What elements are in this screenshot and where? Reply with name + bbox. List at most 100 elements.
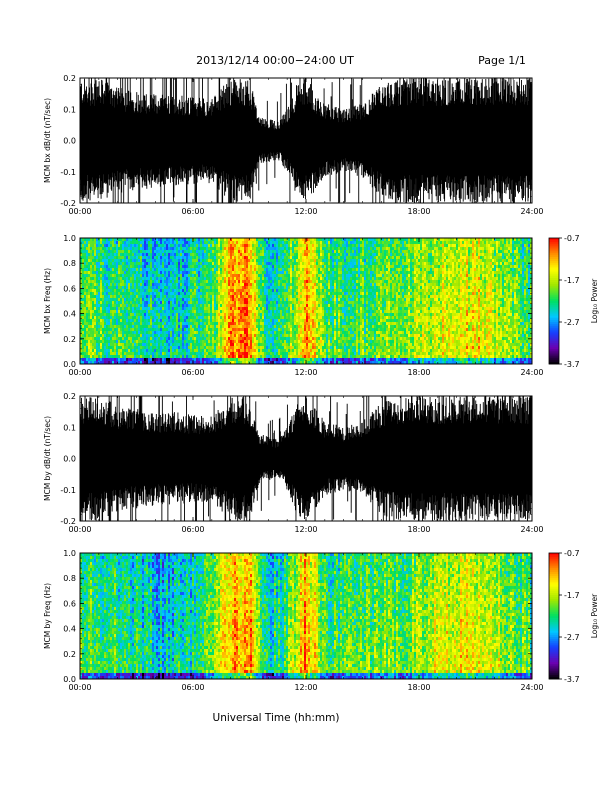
spectrogram-cell bbox=[110, 328, 113, 332]
spectrogram-cell bbox=[100, 265, 103, 269]
spectrogram-cell bbox=[142, 298, 145, 302]
spectrogram-cell bbox=[146, 262, 149, 266]
spectrogram-cell bbox=[86, 346, 89, 350]
spectrogram-cell bbox=[96, 271, 99, 275]
spectrogram-cell bbox=[110, 355, 113, 359]
spectrogram-cell bbox=[96, 352, 99, 356]
spectrogram-cell bbox=[104, 355, 107, 359]
spectrogram-cell bbox=[118, 313, 121, 317]
spectrogram-cell bbox=[86, 349, 89, 353]
spectrogram-cell bbox=[98, 322, 101, 326]
spectrogram-cell bbox=[102, 349, 105, 353]
spectrogram-cell bbox=[96, 253, 99, 257]
spectrogram-cell bbox=[140, 355, 143, 359]
spectrogram-cell bbox=[116, 343, 119, 347]
spectrogram-cell bbox=[92, 238, 95, 242]
spectrogram-cell bbox=[92, 301, 95, 305]
spectrogram-cell bbox=[118, 334, 121, 338]
spectrogram-cell bbox=[144, 343, 147, 347]
spectrogram-cell bbox=[118, 280, 121, 284]
spectrogram-cell bbox=[148, 259, 151, 263]
spectrogram-cell bbox=[144, 268, 147, 272]
spectrogram-cell bbox=[88, 298, 91, 302]
spectrogram-cell bbox=[124, 349, 127, 353]
spectrogram-cell bbox=[142, 328, 145, 332]
spectrogram-cell bbox=[128, 268, 131, 272]
spectrogram-cell bbox=[84, 301, 87, 305]
spectrogram-cell bbox=[116, 295, 119, 299]
spectrogram-cell bbox=[96, 238, 99, 242]
spectrogram-cell bbox=[112, 277, 115, 281]
spectrogram-cell bbox=[112, 340, 115, 344]
spectrogram-cell bbox=[142, 361, 145, 365]
spectrogram-cell bbox=[96, 247, 99, 251]
spectrogram-cell bbox=[126, 286, 129, 290]
spectrogram-cell bbox=[124, 271, 127, 275]
spectrogram-cell bbox=[92, 286, 95, 290]
spectrogram-cell bbox=[122, 340, 125, 344]
spectrogram-cell bbox=[120, 274, 123, 278]
spectrogram-cell bbox=[144, 346, 147, 350]
spectrogram-cell bbox=[124, 307, 127, 311]
spectrogram-cell bbox=[96, 322, 99, 326]
spectrogram-cell bbox=[86, 244, 89, 248]
spectrogram-cell bbox=[110, 244, 113, 248]
spectrogram-cell bbox=[136, 238, 139, 242]
spectrogram-cell bbox=[150, 247, 153, 251]
spectrogram-cell bbox=[80, 340, 83, 344]
spectrogram-cell bbox=[92, 262, 95, 266]
spectrogram-cell bbox=[124, 313, 127, 317]
spectrogram-cell bbox=[90, 361, 93, 365]
spectrogram-cell bbox=[126, 310, 129, 314]
spectrogram-cell bbox=[122, 328, 125, 332]
spectrogram-cell bbox=[126, 298, 129, 302]
spectrogram-cell bbox=[122, 331, 125, 335]
spectrogram-cell bbox=[144, 262, 147, 266]
spectrogram-cell bbox=[84, 259, 87, 263]
spectrogram-cell bbox=[110, 274, 113, 278]
spectrogram-cell bbox=[118, 337, 121, 341]
spectrogram-cell bbox=[82, 274, 85, 278]
spectrogram-cell bbox=[100, 325, 103, 329]
spectrogram-cell bbox=[94, 289, 97, 293]
spectrogram-cell bbox=[140, 262, 143, 266]
spectrogram-cell bbox=[138, 262, 141, 266]
spectrogram-cell bbox=[98, 271, 101, 275]
spectrogram-cell bbox=[90, 349, 93, 353]
spectrogram-cell bbox=[110, 346, 113, 350]
spectrogram-cell bbox=[98, 256, 101, 260]
spectrogram-cell bbox=[90, 343, 93, 347]
spectrogram-cell bbox=[102, 292, 105, 296]
spectrogram-cell bbox=[80, 244, 83, 248]
spectrogram-cell bbox=[116, 262, 119, 266]
spectrogram-cell bbox=[102, 310, 105, 314]
spectrogram-cell bbox=[148, 238, 151, 242]
spectrogram-cell bbox=[146, 316, 149, 320]
spectrogram-cell bbox=[106, 337, 109, 341]
spectrogram-cell bbox=[106, 262, 109, 266]
spectrogram-cell bbox=[124, 295, 127, 299]
spectrogram-cell bbox=[86, 301, 89, 305]
spectrogram-cell bbox=[116, 277, 119, 281]
spectrogram-cell bbox=[96, 307, 99, 311]
spectrogram-cell bbox=[118, 256, 121, 260]
spectrogram-cell bbox=[82, 253, 85, 257]
spectrogram-cell bbox=[114, 349, 117, 353]
spectrogram-cell bbox=[100, 352, 103, 356]
spectrogram-cell bbox=[146, 352, 149, 356]
spectrogram-cell bbox=[104, 268, 107, 272]
spectrogram-cell bbox=[120, 352, 123, 356]
spectrogram-cell bbox=[102, 262, 105, 266]
spectrogram-cell bbox=[112, 346, 115, 350]
spectrogram-cell bbox=[108, 319, 111, 323]
spectrogram-cell bbox=[122, 247, 125, 251]
spectrogram-cell bbox=[98, 346, 101, 350]
spectrogram-cell bbox=[106, 289, 109, 293]
spectrogram-cell bbox=[118, 250, 121, 254]
spectrogram-cell bbox=[140, 349, 143, 353]
spectrogram-cell bbox=[104, 298, 107, 302]
spectrogram-cell bbox=[84, 310, 87, 314]
spectrogram-cell bbox=[130, 283, 133, 287]
spectrogram-cell bbox=[126, 280, 129, 284]
spectrogram-cell bbox=[126, 289, 129, 293]
